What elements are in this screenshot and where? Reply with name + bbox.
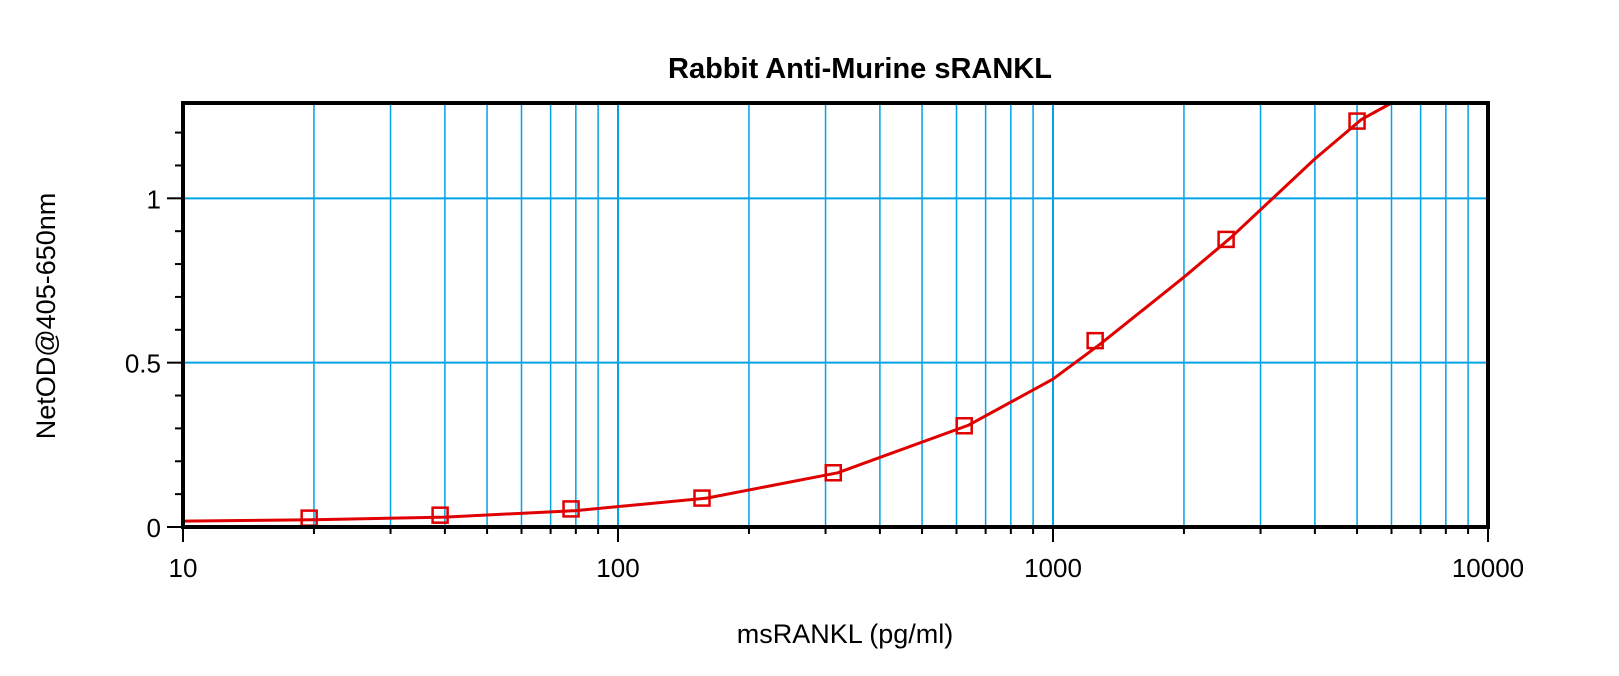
y-axis-ticks: 00.51 — [125, 131, 183, 543]
y-tick-label: 1 — [147, 184, 161, 214]
x-tick-label: 10 — [169, 553, 198, 583]
fitted-curve — [183, 101, 1393, 523]
plot-frame — [181, 101, 1490, 529]
data-points — [300, 112, 1366, 527]
x-tick-label: 10000 — [1452, 553, 1524, 583]
grid-lines — [183, 103, 1488, 527]
plot-border — [181, 101, 1490, 529]
x-axis-label: msRANKL (pg/ml) — [737, 619, 954, 649]
data-point-marker — [1217, 230, 1235, 249]
data-point-marker — [824, 464, 843, 482]
data-point-marker — [431, 506, 449, 524]
data-point-marker — [955, 417, 973, 435]
fitted-curve-line — [183, 101, 1393, 523]
x-tick-label: 100 — [596, 553, 639, 583]
data-point-marker — [562, 500, 580, 518]
data-point-marker — [693, 489, 711, 507]
chart-title: Rabbit Anti-Murine sRANKL — [668, 53, 1052, 85]
y-tick-label: 0.5 — [125, 349, 161, 379]
y-axis-label: NetOD@405-650nm — [31, 193, 61, 440]
x-tick-label: 1000 — [1024, 553, 1082, 583]
data-point-marker — [1086, 331, 1104, 350]
data-point-marker — [1348, 112, 1366, 130]
y-tick-label: 0 — [147, 513, 161, 543]
x-axis-ticks: 10 100 1000 10000 — [169, 527, 1524, 583]
